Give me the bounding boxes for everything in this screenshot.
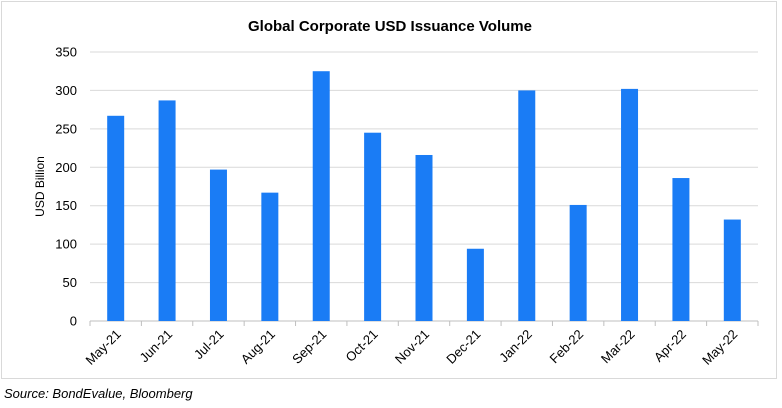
bar-chart: 0 50 100 150 200 250 300 350 May-21 Jun-21 Jul-21…	[33, 45, 759, 368]
x-tick-label: Aug-21	[238, 327, 278, 367]
bar	[466, 248, 484, 321]
y-tick-label: 100	[55, 237, 77, 252]
y-tick-label: 350	[55, 45, 77, 60]
y-axis-label: USD Billion	[33, 156, 47, 217]
x-tick-label: May-22	[699, 327, 740, 368]
x-tick-label: Jul-21	[191, 327, 227, 363]
bar	[364, 132, 382, 321]
x-tick-label: Sep-21	[289, 327, 329, 367]
bar	[415, 154, 433, 321]
x-tick-label: Jan-22	[496, 327, 535, 366]
x-tick-label: Dec-21	[443, 327, 483, 367]
bar	[723, 219, 741, 321]
x-tick-label: Feb-22	[547, 327, 587, 367]
x-tick-label: Apr-22	[651, 327, 689, 365]
y-tick-label: 50	[63, 275, 77, 290]
x-tick-label: Mar-22	[598, 327, 638, 367]
y-tick-label: 0	[70, 314, 77, 329]
bar	[107, 115, 125, 321]
bar	[158, 100, 176, 321]
bar	[518, 90, 536, 321]
x-tick-label: Oct-21	[343, 327, 381, 365]
bar	[569, 204, 587, 321]
y-tick-label: 300	[55, 83, 77, 98]
y-axis-ticks: 0 50 100 150 200 250 300 350	[55, 45, 77, 329]
x-axis-ticks: May-21 Jun-21 Jul-21 Aug-21 Sep-21 Oct-21 Nov-…	[83, 321, 759, 368]
bar	[261, 192, 279, 321]
chart-area: Global Corporate USD Issuance Volume 0 50…	[1, 1, 777, 379]
x-tick-label: Jun-21	[136, 327, 175, 366]
chart-title: Global Corporate USD Issuance Volume	[248, 18, 532, 35]
bars	[107, 71, 741, 322]
y-tick-label: 200	[55, 160, 77, 175]
bar	[672, 178, 690, 321]
bar	[621, 88, 639, 322]
x-tick-label: Nov-21	[392, 327, 432, 367]
bar	[209, 169, 227, 321]
y-tick-label: 250	[55, 121, 77, 136]
x-tick-label: May-21	[83, 327, 124, 368]
bar	[312, 71, 330, 321]
source-note: Source: BondEvalue, Bloomberg	[4, 386, 193, 401]
y-tick-label: 150	[55, 198, 77, 213]
